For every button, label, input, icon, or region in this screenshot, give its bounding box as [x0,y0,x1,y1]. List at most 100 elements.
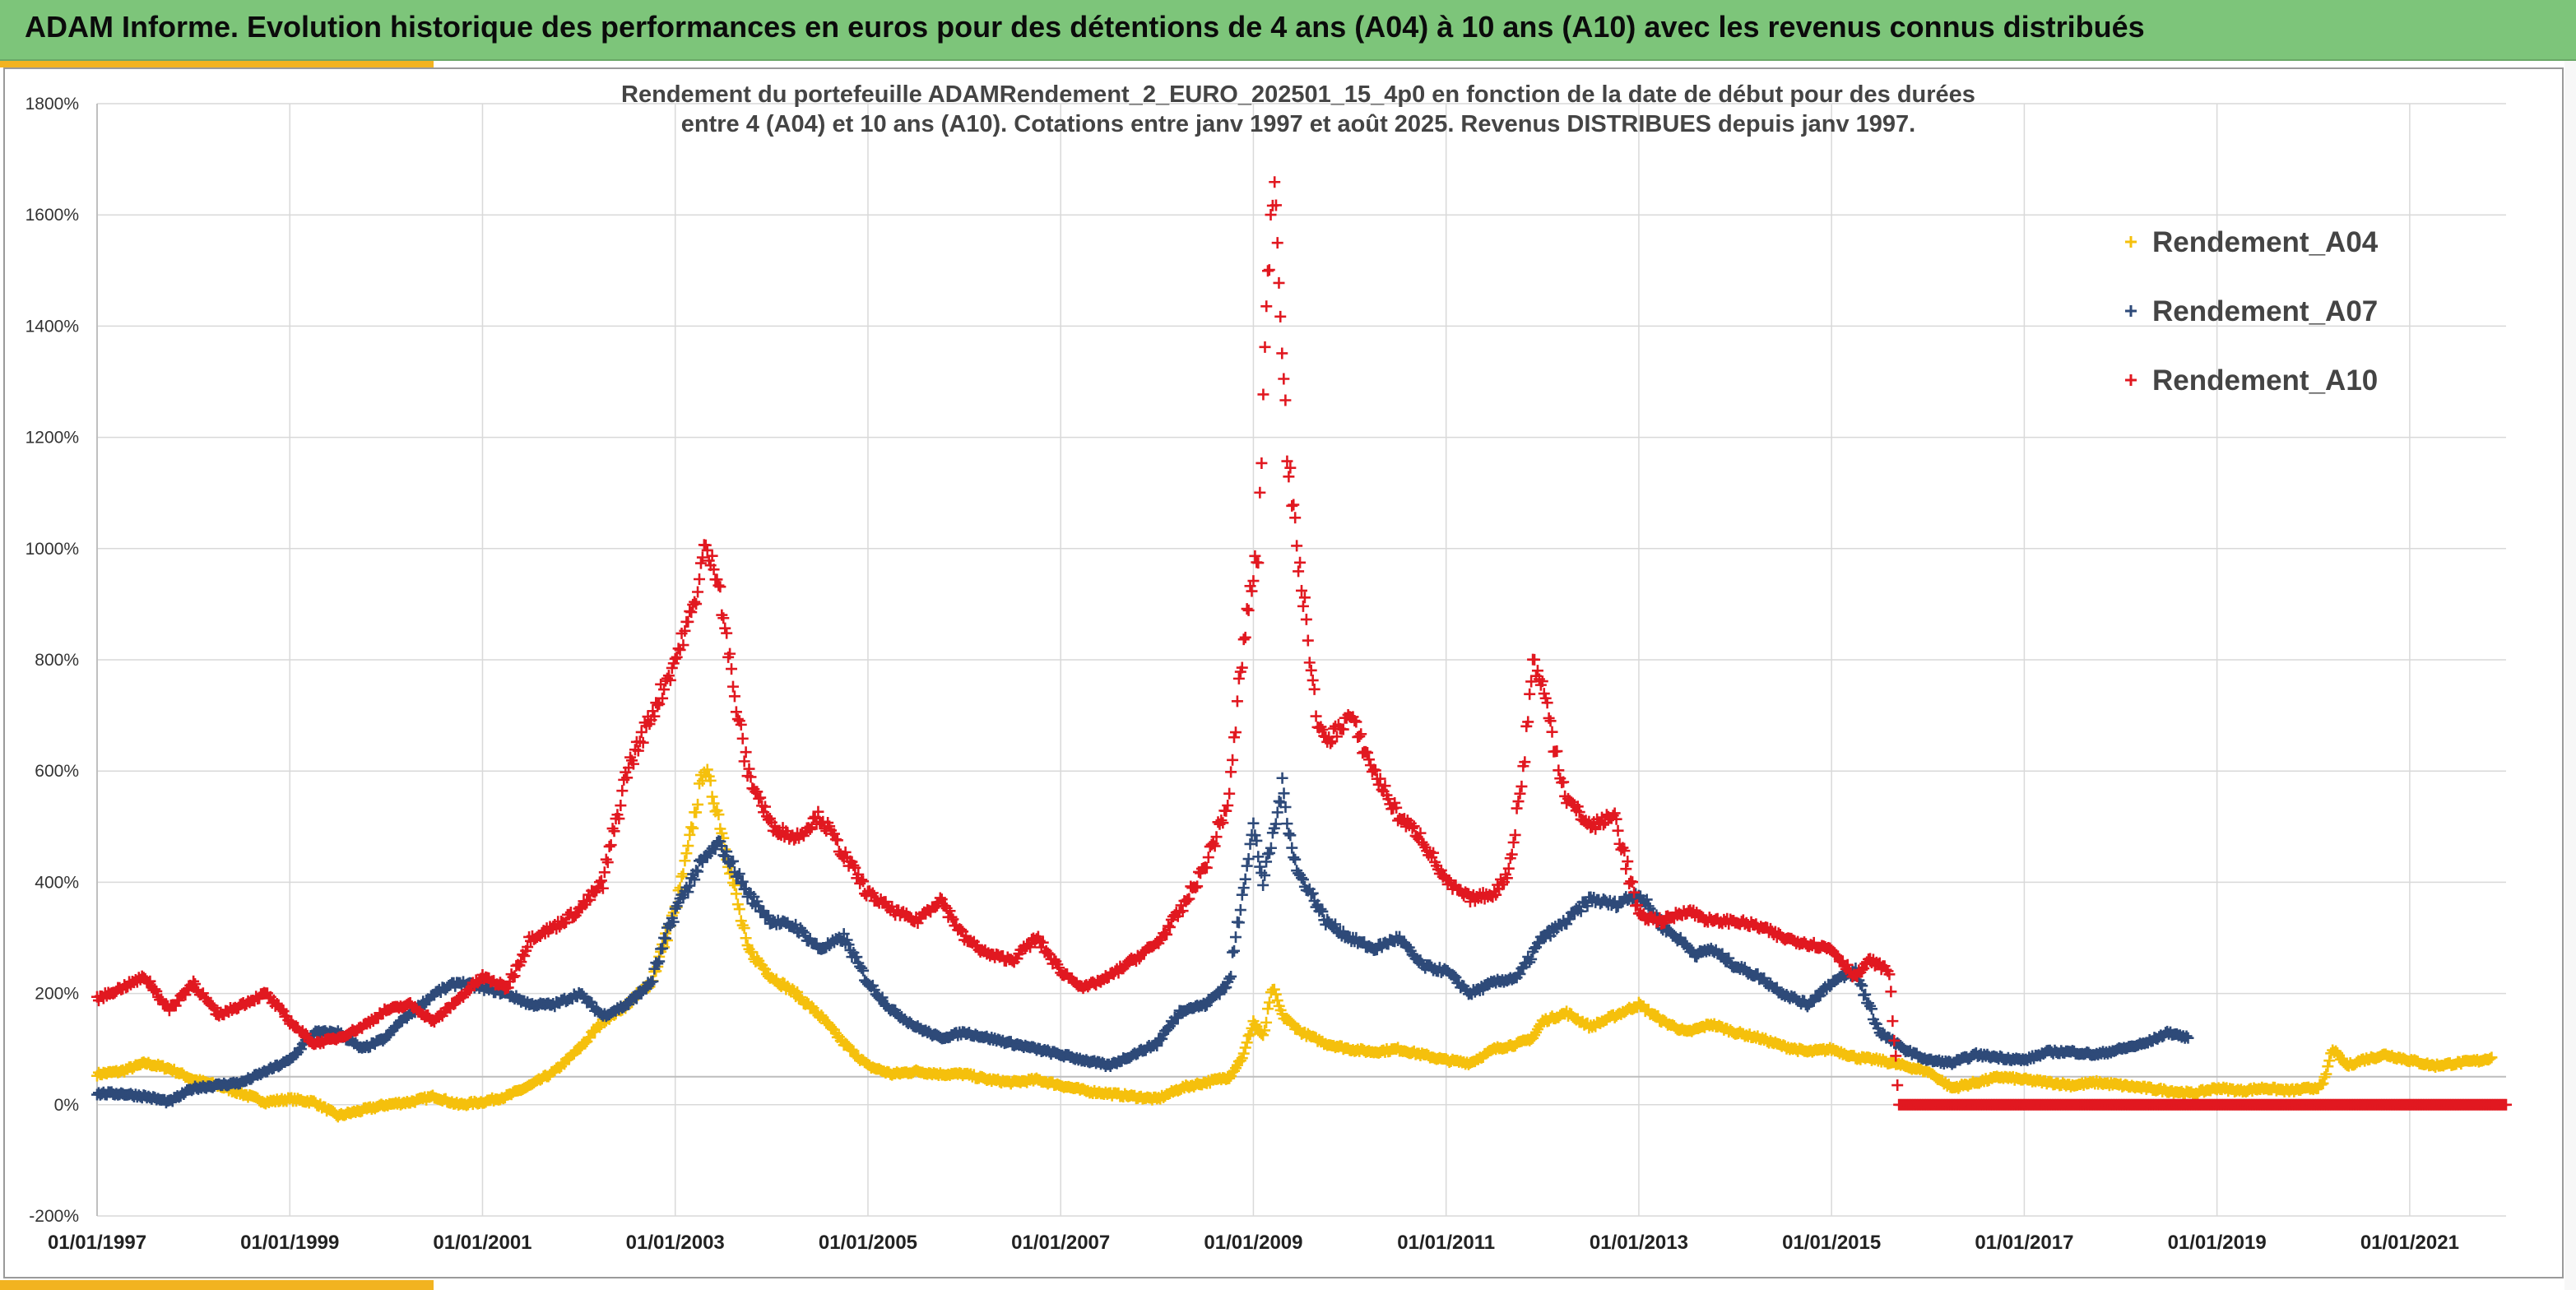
x-tick-label: 01/01/2011 [1397,1232,1495,1254]
axes: Rendement du portefeuille ADAMRendement_… [26,81,2506,1254]
data-point [694,573,705,585]
data-point [1273,795,1285,807]
data-point [1241,603,1253,615]
data-point [1293,565,1305,578]
data-point [1242,604,1255,616]
y-tick-label: 1600% [26,206,79,225]
data-point [1723,952,1735,964]
data-point [689,874,701,886]
data-point [2315,1079,2328,1091]
legend-marker [2125,305,2137,317]
data-point [1223,787,1236,800]
legend: Rendement_A04 Rendement_A07 Rendement_A10 [2125,226,2379,397]
y-tick-label: 400% [35,873,79,892]
data-point [762,909,774,921]
data-point [1269,988,1282,1000]
data-point [736,875,749,888]
data-point [616,785,629,797]
data-point [1281,818,1293,830]
data-point [692,865,704,878]
data-point [1237,633,1250,646]
data-point [712,809,725,821]
data-point [1249,829,1261,842]
data-point [726,680,739,693]
data-point [1227,946,1239,958]
data-point [684,828,696,841]
data-point [857,964,870,977]
data-point [1289,512,1302,524]
data-point [1278,373,1290,385]
data-point [1232,916,1245,929]
data-point [584,1032,596,1044]
data-point [1279,800,1292,813]
data-point [605,839,617,851]
y-tick-label: 800% [35,651,79,670]
data-point [1247,817,1260,829]
data-point [679,855,691,867]
data-point [1538,932,1550,944]
x-tick-label: 01/01/2017 [1975,1232,2073,1254]
data-point [1262,1003,1274,1015]
data-point [1269,818,1282,830]
data-point [1239,631,1251,643]
data-point [1642,900,1655,912]
data-point [1315,903,1327,916]
x-tick-label: 01/01/1997 [48,1232,146,1254]
data-point [728,879,740,891]
data-point [805,1000,818,1013]
data-point [733,868,745,880]
data-point [1242,853,1255,865]
data-point [851,951,863,963]
data-point [746,946,759,958]
right-edge-strip [2564,61,2576,1290]
data-point [733,903,745,916]
data-point [1263,264,1275,276]
data-point [794,991,806,1003]
x-tick-label: 01/01/2009 [1204,1232,1302,1254]
data-point [709,843,722,856]
data-point [179,989,192,1001]
data-point [1260,300,1273,313]
data-point [1271,237,1283,249]
data-point [1544,715,1557,727]
data-point [1251,834,1263,847]
y-tick-label: 1400% [26,317,79,336]
data-point [721,846,733,858]
data-point [1622,856,1634,868]
data-point [667,916,680,928]
data-point [740,932,752,944]
data-point [1254,861,1266,873]
data-point [1260,1016,1273,1028]
x-tick-label: 01/01/1999 [240,1232,339,1254]
legend-entry: Rendement_A04 [2125,226,2379,258]
data-point [1232,672,1245,684]
y-tick-label: 1200% [26,429,79,448]
data-point [1239,873,1251,885]
accent-bar-bottom [0,1280,434,1290]
data-point [1244,1028,1256,1041]
data-point [1237,1047,1250,1060]
data-point [1271,806,1283,819]
series-Rendement_A04 [91,763,2498,1123]
x-tick-label: 01/01/2001 [433,1232,531,1254]
data-point [680,847,693,860]
data-point [1256,457,1268,469]
data-point [1531,665,1543,677]
data-point [1202,851,1214,864]
data-point [1239,1042,1251,1054]
data-series [91,176,2512,1123]
data-point [1641,893,1653,906]
data-point [669,903,681,915]
data-point [1151,1039,1163,1051]
chart-title-line-2: entre 4 (A04) et 10 ans (A10). Cotations… [681,111,1915,137]
data-point [1252,851,1265,863]
data-point [1257,879,1269,891]
data-point [1234,1055,1246,1067]
data-point [1286,499,1298,512]
data-point [630,992,643,1005]
data-point [1288,499,1300,511]
data-point [608,825,620,838]
data-point [1525,953,1538,965]
data-point [1529,1029,1541,1042]
data-point [846,1043,858,1056]
